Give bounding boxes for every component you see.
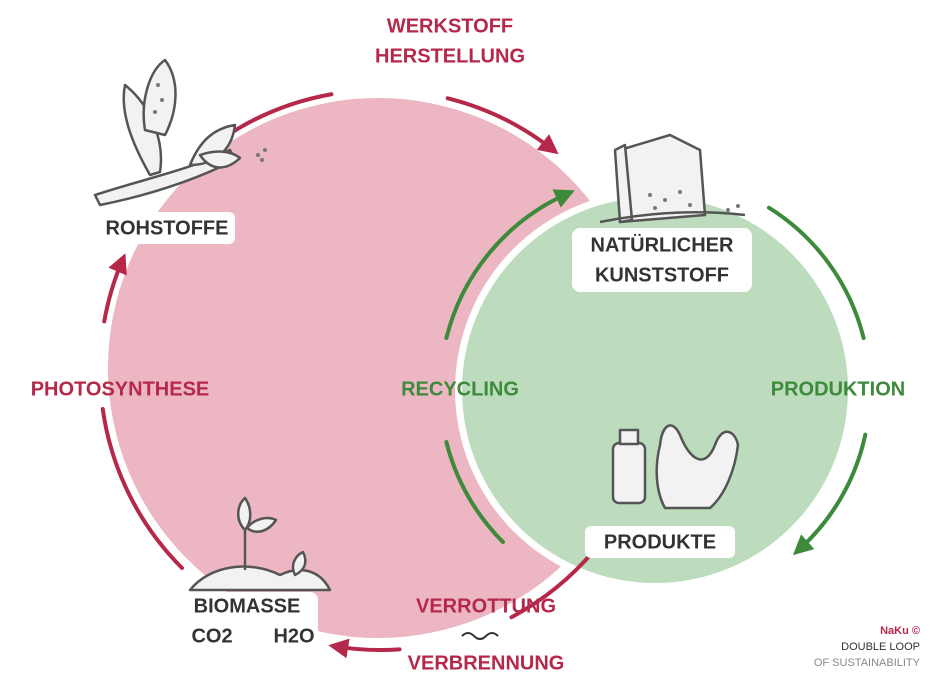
double-loop-diagram: ROHSTOFFE NATÜRLICHER KUNSTSTOFF PRODUKT…	[0, 0, 931, 679]
process-label: RECYCLING	[401, 378, 519, 400]
or-sign	[462, 633, 498, 639]
node-label: KUNSTSTOFF	[595, 264, 729, 286]
arrow	[336, 647, 399, 650]
process-label: WERKSTOFF	[387, 15, 513, 37]
credit: OF SUSTAINABILITY	[814, 657, 921, 669]
credit: DOUBLE LOOP	[841, 641, 920, 653]
node-label: BIOMASSE	[194, 595, 301, 617]
process-label: HERSTELLUNG	[375, 45, 525, 67]
node-label: ROHSTOFFE	[106, 217, 229, 239]
node-label: PRODUKTE	[604, 531, 716, 553]
products-icon	[613, 425, 738, 508]
process-label: VERROTTUNG	[416, 595, 556, 617]
credit: NaKu ©	[880, 625, 920, 637]
node-label: H2O	[273, 625, 314, 647]
process-label: PRODUKTION	[771, 378, 905, 400]
node-label: NATÜRLICHER	[591, 233, 735, 256]
node-label: CO2	[191, 625, 232, 647]
process-label: VERBRENNUNG	[408, 652, 565, 674]
process-label: PHOTOSYNTHESE	[31, 378, 210, 400]
